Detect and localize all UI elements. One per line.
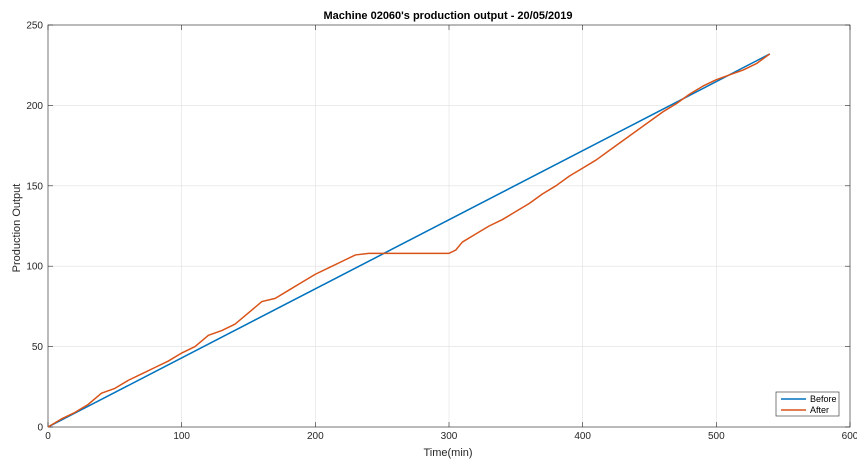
- y-tick-label: 100: [26, 262, 43, 273]
- x-tick-label: 500: [708, 431, 725, 442]
- legend-box: [775, 391, 840, 417]
- y-axis-title: Production Output: [11, 184, 23, 273]
- y-tick-label: 200: [26, 101, 43, 112]
- x-tick-label: 400: [574, 431, 591, 442]
- axis-ticks: 0 100 200 300 400 500 600 0 50 100 150 200 250: [26, 21, 857, 443]
- y-tick-label: 150: [26, 181, 43, 192]
- y-tick-label: 50: [32, 342, 44, 353]
- y-tick-label: 0: [37, 423, 43, 434]
- x-tick-label: 0: [45, 431, 51, 442]
- series-line-before: [47, 53, 771, 428]
- series-lines: [47, 53, 771, 428]
- x-tick-label: 600: [842, 431, 857, 442]
- legend-label-before: Before: [810, 394, 837, 404]
- x-tick-label: 100: [173, 431, 190, 442]
- legend: Before After: [775, 391, 840, 417]
- legend-label-after: After: [810, 405, 829, 415]
- x-axis-title: Time(min): [423, 447, 472, 459]
- chart-title: Machine 02060's production output - 20/0…: [324, 10, 573, 22]
- series-line-after: [47, 53, 771, 428]
- x-tick-label: 200: [307, 431, 324, 442]
- y-tick-label: 250: [26, 21, 43, 32]
- x-tick-label: 300: [441, 431, 458, 442]
